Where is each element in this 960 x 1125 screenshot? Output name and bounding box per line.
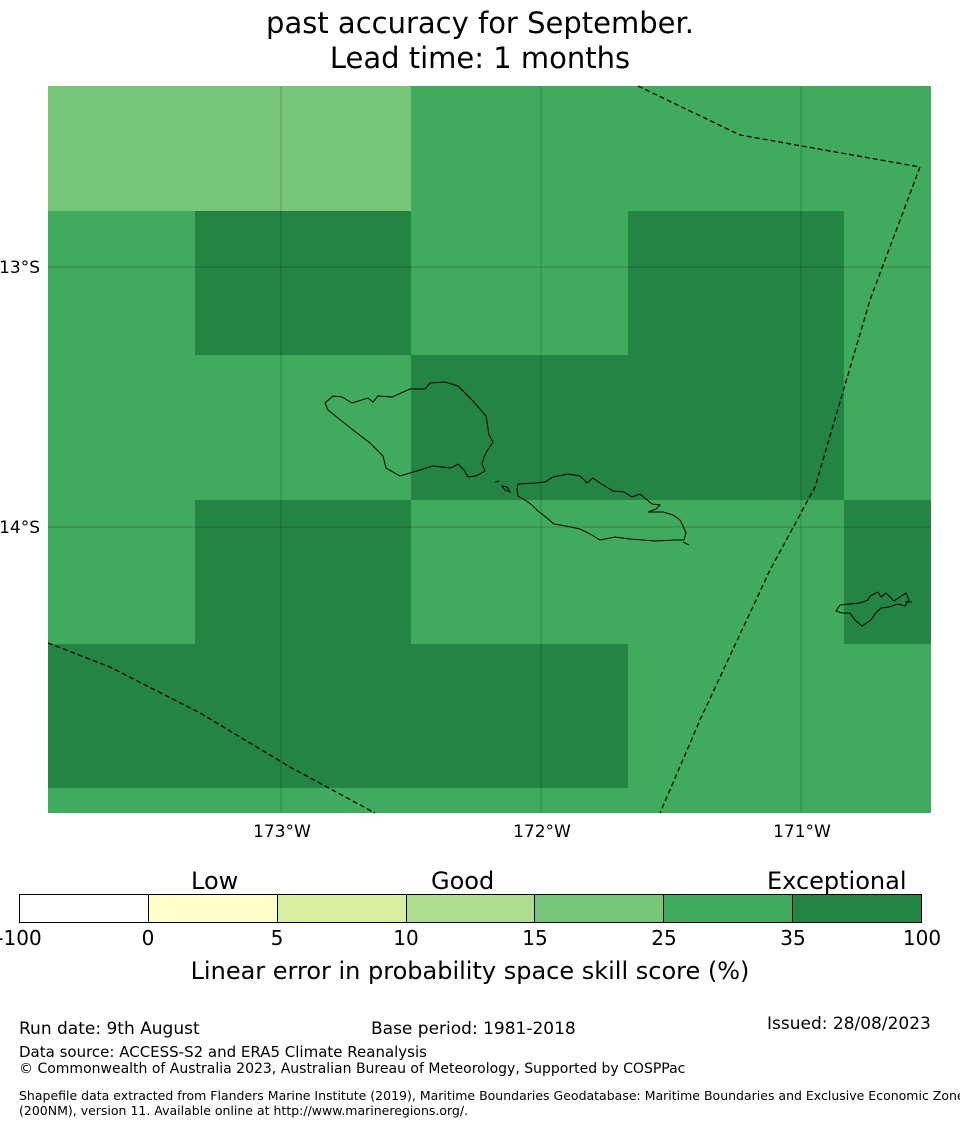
grid-cell: [195, 788, 411, 813]
copyright-notice: © Commonwealth of Australia 2023, Austra…: [19, 1061, 686, 1077]
lat-tick-14s: 14°S: [0, 518, 40, 538]
grid-cell: [411, 788, 628, 813]
skill-map: 173°W 172°W 171°W 13°S 14°S: [0, 85, 931, 842]
lat-tick-13s: 13°S: [0, 258, 40, 278]
lon-tick-171w: 171°W: [773, 822, 831, 842]
eez-boundary-southwest: [47, 642, 376, 814]
grid-cell: [411, 355, 628, 500]
grid-cell: [195, 211, 411, 355]
upolu-island: [516, 473, 690, 546]
skill-grid: [48, 86, 931, 813]
grid-cell: [48, 86, 195, 211]
grid-cell: [411, 644, 628, 788]
grid-cell: [48, 355, 195, 500]
colorbar: [19, 894, 922, 923]
grid-cell: [844, 788, 931, 813]
eez-boundary: [47, 85, 921, 814]
issued-date: Issued: 28/08/2023: [767, 1014, 931, 1034]
grid-cell: [628, 500, 844, 644]
grid-cell: [628, 788, 844, 813]
grid-cell: [628, 211, 844, 355]
colorbar-segment: [276, 895, 406, 922]
tutuila-island: [835, 591, 912, 627]
colorbar-segment: [663, 895, 793, 922]
data-source: Data source: ACCESS-S2 and ERA5 Climate …: [19, 1043, 427, 1061]
grid-cell: [195, 86, 411, 211]
colorbar-category-good: Good: [431, 867, 495, 895]
grid-cell: [195, 644, 411, 788]
grid-cell: [411, 86, 628, 211]
lon-tick-172w: 172°W: [513, 822, 571, 842]
lat-tick-labels: 13°S 14°S: [0, 258, 40, 538]
eez-boundary-east: [637, 85, 921, 814]
colorbar-category-exceptional: Exceptional: [767, 867, 907, 895]
colorbar-tick-label: 5: [270, 926, 284, 950]
grid-cell: [48, 211, 195, 355]
base-period: Base period: 1981-2018: [371, 1019, 576, 1039]
grid-cell: [844, 500, 931, 644]
colorbar-tick-label: 10: [393, 926, 419, 950]
colorbar-tick-label: 25: [651, 926, 677, 950]
colorbar-tick-label: -100: [0, 926, 42, 950]
grid-cell: [628, 355, 844, 500]
colorbar-tick-label: 15: [522, 926, 548, 950]
colorbar-segment: [147, 895, 277, 922]
shapefile-credit-line-1: Shapefile data extracted from Flanders M…: [19, 1088, 960, 1103]
colorbar-segment: [20, 895, 148, 922]
map-panel: 173°W 172°W 171°W 13°S 14°S: [0, 85, 931, 842]
colorbar-segment: [405, 895, 535, 922]
colorbar-tick-label: 35: [780, 926, 806, 950]
colorbar-segment: [534, 895, 664, 922]
savaii-island: [324, 381, 494, 478]
manono-apolima-islets: [494, 480, 512, 494]
shapefile-credit-line-2: (200NM), version 11. Available online at…: [19, 1103, 469, 1118]
colorbar-label: Linear error in probability space skill …: [190, 957, 750, 985]
colorbar-category-low: Low: [191, 867, 239, 895]
grid-cell: [48, 644, 195, 788]
grid-cell: [628, 644, 844, 788]
grid-cell: [844, 211, 931, 355]
grid-cell: [628, 86, 844, 211]
lon-tick-173w: 173°W: [253, 822, 311, 842]
grid-cell: [195, 355, 411, 500]
grid-cell: [844, 644, 931, 788]
lon-tick-labels: 173°W 172°W 171°W: [253, 822, 831, 842]
grid-cell: [844, 86, 931, 211]
colorbar-tick-label: 100: [902, 926, 942, 950]
colorbar-segment: [792, 895, 922, 922]
graticule: [48, 86, 931, 813]
grid-cell: [48, 500, 195, 644]
map-title-line-2: Lead time: 1 months: [329, 41, 631, 75]
grid-cell: [411, 500, 628, 644]
grid-cell: [195, 500, 411, 644]
colorbar-tick-label: 0: [141, 926, 155, 950]
grid-cell: [844, 355, 931, 500]
grid-cell: [48, 788, 195, 813]
island-coastlines: [324, 381, 912, 627]
run-date: Run date: 9th August: [19, 1019, 200, 1039]
map-title-line-1: past accuracy for September.: [266, 6, 694, 40]
grid-cell: [411, 211, 628, 355]
